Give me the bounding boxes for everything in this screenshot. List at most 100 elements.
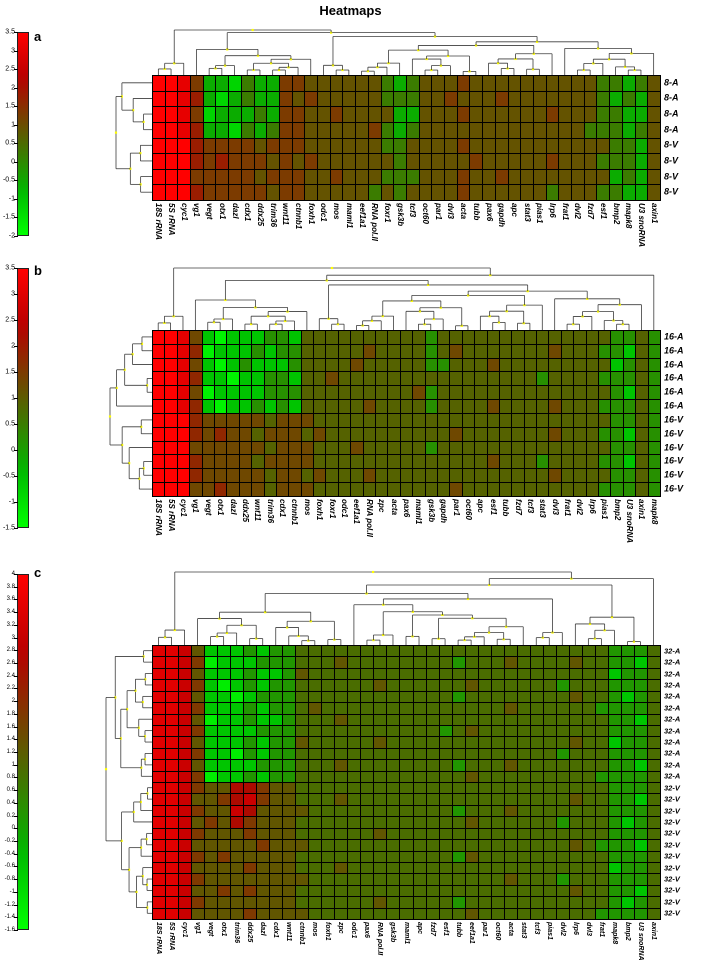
heatmap-cell	[608, 828, 622, 841]
heatmap-cell	[419, 138, 433, 155]
heatmap-cell	[153, 805, 167, 818]
heatmap-cell	[621, 646, 635, 658]
heatmap-cell	[634, 817, 648, 829]
heatmap-cell	[549, 372, 562, 387]
heatmap-cell	[165, 154, 179, 170]
heatmap-cell	[179, 908, 193, 920]
row-label: 32-V	[664, 862, 680, 872]
heatmap-cell	[257, 805, 271, 818]
heatmap-cell	[584, 107, 598, 123]
heatmap-cell	[634, 760, 648, 772]
heatmap-cell	[512, 413, 525, 428]
heatmap-cell	[524, 358, 538, 373]
heatmap-cell	[647, 760, 661, 772]
col-label: pias1	[545, 922, 553, 940]
heatmap-cell	[376, 344, 389, 359]
colorbar-tick-label: 0	[0, 825, 15, 831]
heatmap-cell	[252, 358, 265, 373]
heatmap-cell	[462, 331, 476, 345]
heatmap-cell	[267, 76, 280, 92]
heatmap-cell	[335, 783, 349, 795]
heatmap-cell	[216, 76, 230, 92]
heatmap-cell	[153, 703, 167, 715]
heatmap-cell	[330, 185, 344, 201]
heatmap-cell	[419, 91, 433, 108]
heatmap-cell	[153, 386, 166, 401]
heatmap-cell	[487, 427, 500, 442]
heatmap-cell	[301, 413, 315, 428]
heatmap-cell	[231, 874, 245, 886]
heatmap-cell	[452, 885, 466, 898]
heatmap-cell	[165, 138, 179, 155]
heatmap-cell	[348, 817, 362, 829]
heatmap-cell	[512, 331, 525, 345]
heatmap-cell	[314, 441, 327, 456]
heatmap-cell	[599, 427, 612, 442]
heatmap-cell	[322, 828, 336, 841]
heatmap-cell	[165, 331, 178, 345]
heatmap-cell	[465, 691, 479, 704]
heatmap-cell	[561, 358, 575, 373]
col-label: U3 snoRNA	[636, 922, 644, 961]
heatmap-cell	[491, 794, 505, 806]
row-label: 32-V	[664, 908, 680, 918]
heatmap-cell	[452, 760, 466, 772]
heatmap-cell	[326, 441, 339, 456]
heatmap-cell	[413, 714, 427, 726]
heatmap-cell	[374, 760, 388, 772]
heatmap-cell	[179, 657, 193, 669]
heatmap-cell	[241, 169, 255, 186]
heatmap-cell	[445, 76, 458, 92]
heatmap-cell	[192, 840, 206, 852]
colorbar-tick	[14, 398, 18, 399]
heatmap-cell	[309, 771, 323, 783]
heatmap-cell	[561, 427, 575, 442]
heatmap-cell	[348, 680, 362, 692]
heatmap-cell	[192, 862, 206, 875]
heatmap-cell	[597, 122, 611, 139]
heatmap-cell	[301, 400, 315, 414]
colorbar-tick	[14, 143, 18, 145]
heatmap-cell	[218, 771, 232, 783]
heatmap-cell	[457, 91, 471, 108]
heatmap-cell	[254, 107, 268, 123]
heatmap-cell	[322, 737, 336, 749]
heatmap-cell	[322, 703, 336, 715]
row-label: 8-V	[664, 155, 679, 166]
heatmap-cell	[153, 331, 166, 345]
heatmap-cell	[335, 771, 349, 783]
heatmap-cell	[621, 668, 635, 681]
heatmap-cell	[283, 908, 297, 920]
heatmap-cell	[599, 358, 612, 373]
heatmap-cell	[584, 185, 598, 201]
heatmap-cell	[608, 783, 622, 795]
heatmap-cell	[491, 748, 505, 761]
heatmap-cell	[537, 413, 550, 428]
heatmap-cell	[387, 714, 401, 726]
heatmap-cell	[400, 885, 414, 898]
heatmap-cell	[192, 737, 206, 749]
col-label: mos	[311, 922, 319, 937]
heatmap-cell	[582, 828, 596, 841]
colorbar-tick	[14, 904, 18, 906]
row-label: 32-A	[664, 725, 681, 735]
heatmap-cell	[499, 331, 513, 345]
heatmap-cell	[388, 372, 401, 387]
heatmap-cell	[437, 441, 451, 456]
colorbar-tick-label: -1.4	[4, 914, 15, 921]
colorbar-tick-label: 2.6	[6, 660, 15, 666]
heatmap-cell	[439, 760, 453, 772]
heatmap-cell	[257, 725, 271, 738]
heatmap-cell	[521, 122, 534, 139]
heatmap-cell	[153, 169, 166, 186]
heatmap-cell	[406, 154, 420, 170]
heatmap-cell	[465, 817, 479, 829]
heatmap-cell	[381, 138, 395, 155]
heatmap-cell	[569, 714, 583, 726]
colorbar-tick	[14, 815, 18, 817]
heatmap-cell	[647, 783, 661, 795]
heatmap-cell	[524, 441, 538, 456]
heatmap-cell	[218, 725, 232, 738]
heatmap-cell	[491, 657, 505, 669]
heatmap-cell	[179, 874, 193, 886]
